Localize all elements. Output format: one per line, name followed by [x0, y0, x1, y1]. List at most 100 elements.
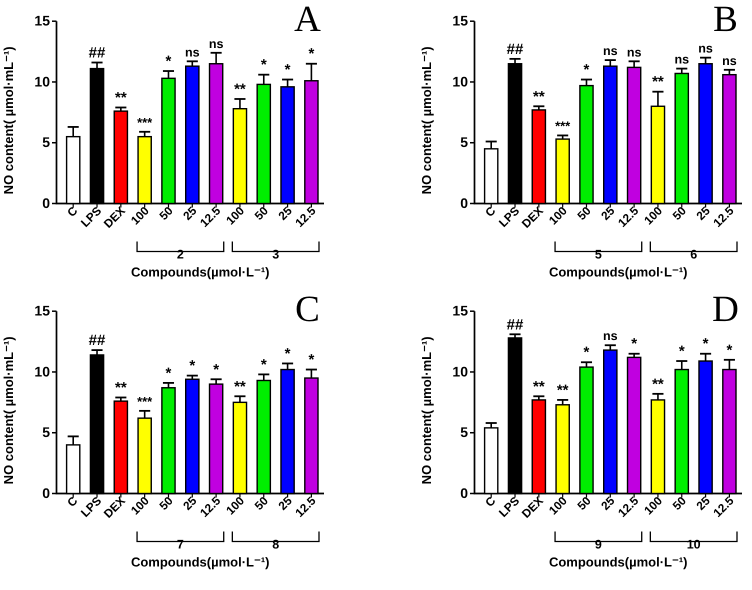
svg-text:50: 50 [670, 203, 689, 222]
svg-text:**: ** [652, 74, 664, 91]
svg-text:5: 5 [595, 248, 602, 262]
svg-text:12.5: 12.5 [710, 493, 736, 519]
svg-text:NO content( µmol·mL⁻¹): NO content( µmol·mL⁻¹) [419, 336, 434, 484]
svg-text:0: 0 [460, 485, 468, 501]
svg-text:10: 10 [452, 73, 468, 89]
svg-text:*: * [584, 62, 590, 79]
svg-text:B: B [713, 0, 738, 40]
svg-text:LPS: LPS [78, 204, 104, 230]
svg-text:12.5: 12.5 [292, 493, 318, 519]
svg-text:Compounds(µmol·L⁻¹): Compounds(µmol·L⁻¹) [549, 265, 688, 280]
svg-text:ns: ns [603, 329, 618, 343]
svg-text:C: C [64, 203, 80, 219]
svg-text:10: 10 [34, 363, 50, 379]
svg-text:*: * [261, 356, 267, 373]
svg-text:*: * [679, 343, 685, 360]
svg-text:*: * [631, 336, 637, 353]
svg-text:***: *** [137, 394, 153, 409]
svg-text:C: C [482, 203, 498, 219]
svg-text:100: 100 [128, 493, 152, 517]
svg-text:8: 8 [272, 538, 279, 552]
svg-text:C: C [64, 493, 80, 509]
svg-text:0: 0 [42, 485, 50, 501]
svg-text:*: * [584, 344, 590, 361]
svg-text:##: ## [89, 45, 106, 62]
svg-text:NO content( µmol·mL⁻¹): NO content( µmol·mL⁻¹) [1, 336, 16, 484]
svg-text:15: 15 [452, 13, 468, 29]
svg-text:*: * [166, 365, 172, 382]
svg-text:50: 50 [156, 493, 175, 512]
svg-text:12.5: 12.5 [615, 493, 641, 519]
svg-text:NO content( µmol·mL⁻¹): NO content( µmol·mL⁻¹) [419, 46, 434, 194]
svg-text:0: 0 [460, 195, 468, 211]
svg-text:15: 15 [452, 303, 468, 319]
svg-text:5: 5 [460, 424, 468, 440]
svg-text:*: * [189, 358, 195, 375]
svg-text:50: 50 [156, 203, 175, 222]
svg-text:3: 3 [272, 248, 279, 262]
svg-text:ns: ns [209, 37, 224, 51]
svg-text:*: * [213, 361, 219, 378]
svg-text:50: 50 [252, 203, 271, 222]
svg-text:50: 50 [574, 203, 593, 222]
svg-text:Compounds(µmol·L⁻¹): Compounds(µmol·L⁻¹) [131, 555, 270, 570]
svg-text:**: ** [533, 88, 545, 105]
svg-text:DEX: DEX [101, 494, 128, 521]
svg-text:50: 50 [574, 493, 593, 512]
svg-text:C: C [295, 289, 320, 330]
svg-text:LPS: LPS [78, 494, 104, 520]
svg-text:**: ** [115, 89, 127, 106]
svg-text:*: * [308, 352, 314, 369]
svg-text:##: ## [507, 41, 524, 58]
svg-text:5: 5 [42, 424, 50, 440]
svg-text:*: * [285, 62, 291, 79]
svg-text:50: 50 [252, 493, 271, 512]
svg-text:ns: ns [674, 53, 689, 67]
svg-text:6: 6 [690, 248, 697, 262]
svg-text:0: 0 [42, 195, 50, 211]
svg-text:NO content( µmol·mL⁻¹): NO content( µmol·mL⁻¹) [1, 46, 16, 194]
svg-text:*: * [703, 336, 709, 353]
svg-text:LPS: LPS [496, 494, 522, 520]
svg-text:Compounds(µmol·L⁻¹): Compounds(µmol·L⁻¹) [131, 265, 270, 280]
svg-text:**: ** [234, 81, 246, 98]
svg-text:100: 100 [128, 203, 152, 227]
svg-text:DEX: DEX [101, 204, 128, 231]
svg-text:100: 100 [641, 493, 665, 517]
svg-text:15: 15 [34, 303, 50, 319]
svg-text:**: ** [652, 376, 664, 393]
svg-text:**: ** [234, 378, 246, 395]
svg-text:ns: ns [185, 45, 200, 59]
svg-text:D: D [712, 289, 739, 330]
svg-text:7: 7 [177, 538, 184, 552]
svg-text:C: C [482, 493, 498, 509]
svg-text:A: A [294, 0, 321, 40]
svg-text:10: 10 [687, 538, 701, 552]
svg-text:ns: ns [603, 44, 618, 58]
svg-text:***: *** [137, 115, 153, 130]
svg-text:12.5: 12.5 [197, 493, 223, 519]
svg-text:ns: ns [722, 54, 737, 68]
svg-text:10: 10 [34, 73, 50, 89]
svg-text:12.5: 12.5 [292, 203, 318, 229]
svg-text:5: 5 [460, 134, 468, 150]
svg-text:12.5: 12.5 [615, 203, 641, 229]
svg-text:5: 5 [42, 134, 50, 150]
svg-text:100: 100 [546, 203, 570, 227]
svg-text:12.5: 12.5 [197, 203, 223, 229]
svg-text:12.5: 12.5 [710, 203, 736, 229]
svg-text:Compounds(µmol·L⁻¹): Compounds(µmol·L⁻¹) [549, 555, 688, 570]
svg-text:DEX: DEX [519, 494, 546, 521]
svg-text:##: ## [89, 332, 106, 349]
svg-text:*: * [308, 46, 314, 63]
svg-text:**: ** [115, 379, 127, 396]
svg-text:DEX: DEX [519, 204, 546, 231]
svg-text:##: ## [507, 316, 524, 333]
svg-text:100: 100 [223, 493, 247, 517]
svg-text:9: 9 [595, 538, 602, 552]
svg-text:*: * [166, 53, 172, 70]
svg-text:100: 100 [641, 203, 665, 227]
svg-text:**: ** [533, 378, 545, 395]
svg-text:10: 10 [452, 363, 468, 379]
svg-text:50: 50 [670, 493, 689, 512]
